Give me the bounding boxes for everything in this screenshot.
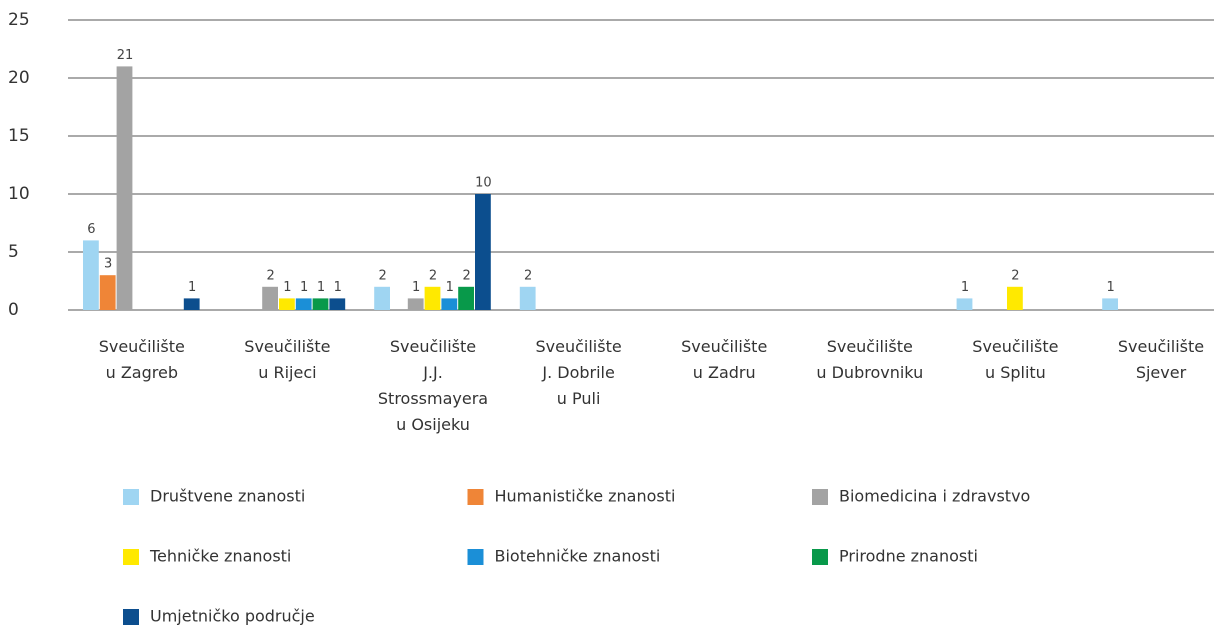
bar	[1102, 298, 1118, 310]
x-tick-line: u Zadru	[693, 363, 756, 382]
value-label: 1	[1106, 280, 1114, 295]
x-tick-line: Sveučilište	[681, 337, 767, 356]
legend-label: Tehničke znanosti	[149, 547, 291, 566]
x-tick-line: J.J.	[422, 363, 443, 382]
x-tick-line: u Rijeci	[258, 363, 316, 382]
bar	[116, 66, 133, 311]
x-tick-line: Sveučilište	[99, 337, 185, 356]
legend-label: Biotehničke znanosti	[495, 547, 661, 566]
x-tick-label: Sveučilište u Zadru	[681, 337, 767, 382]
value-label: 6	[87, 222, 95, 237]
x-tick-line: u Dubrovniku	[816, 363, 923, 382]
value-label: 1	[446, 280, 454, 295]
bar	[295, 298, 312, 310]
bar	[458, 286, 474, 310]
value-label: 2	[266, 268, 274, 283]
x-tick-label: Sveučilište J. Dobrile u Puli	[535, 337, 621, 408]
value-label: 3	[104, 257, 112, 272]
bar	[183, 298, 200, 310]
x-tick-label: Sveučilište u Splitu	[972, 337, 1058, 382]
value-label: 1	[283, 280, 291, 295]
y-tick-label: 5	[8, 242, 19, 262]
value-label: 1	[961, 280, 969, 295]
x-tick-line: Sveučilište	[972, 337, 1058, 356]
value-label: 2	[429, 268, 437, 283]
x-tick-line: Sveučilište	[827, 337, 913, 356]
value-label: 1	[412, 280, 420, 295]
bar	[279, 298, 295, 310]
y-tick-label: 10	[8, 184, 30, 204]
x-tick-label: Sveučilište u Rijeci	[244, 337, 330, 382]
x-tick-label: Sveučilište Sjever	[1118, 337, 1204, 382]
bar	[407, 298, 424, 310]
value-label: 2	[524, 268, 532, 283]
legend-swatch	[123, 489, 139, 505]
value-label: 10	[475, 176, 492, 191]
y-tick-label: 15	[8, 126, 30, 146]
value-label: 2	[378, 268, 386, 283]
legend-label: Prirodne znanosti	[839, 547, 978, 566]
x-tick-label: Sveučilište u Zagreb	[99, 337, 185, 382]
x-tick-line: Sveučilište	[390, 337, 476, 356]
y-tick-label: 25	[8, 10, 30, 30]
legend-label: Umjetničko područje	[150, 607, 315, 626]
x-tick-line: Sveučilište	[244, 337, 330, 356]
value-label: 1	[300, 280, 308, 295]
bar	[519, 286, 536, 310]
x-tick-line: Sveučilište	[1118, 337, 1204, 356]
legend-swatch	[467, 549, 484, 565]
legend-swatch	[467, 489, 484, 505]
bar	[329, 298, 346, 310]
y-tick-label: 20	[8, 68, 30, 88]
x-tick-label: Sveučilište J.J. Strossmayera u Osijeku	[378, 337, 488, 434]
legend-label: Društvene znanosti	[150, 487, 305, 506]
y-tick-label: 0	[8, 300, 19, 320]
value-label: 2	[462, 268, 470, 283]
legend-swatch	[123, 549, 139, 565]
value-label: 1	[317, 280, 325, 295]
bar	[99, 275, 116, 310]
x-tick-line: Sjever	[1136, 363, 1187, 382]
bar	[83, 240, 99, 310]
legend-swatch	[812, 549, 828, 565]
x-tick-line: u Osijeku	[396, 415, 470, 434]
bar	[262, 286, 278, 310]
x-tick-line: u Puli	[557, 389, 601, 408]
x-tick-line: u Splitu	[985, 363, 1046, 382]
value-label: 21	[117, 48, 134, 63]
legend-label: Biomedicina i zdravstvo	[839, 487, 1030, 506]
x-tick-label: Sveučilište u Dubrovniku	[816, 337, 923, 382]
bar	[956, 298, 973, 310]
bar	[424, 286, 441, 310]
x-tick-line: u Zagreb	[106, 363, 178, 382]
legend-swatch	[123, 609, 139, 625]
bar	[1007, 286, 1023, 310]
x-tick-line: J. Dobrile	[541, 363, 614, 382]
bar	[374, 286, 390, 310]
bar	[475, 194, 491, 310]
legend-swatch	[812, 489, 828, 505]
legend-label: Humanističke znanosti	[495, 487, 676, 506]
value-label: 1	[334, 280, 342, 295]
value-label: 2	[1011, 268, 1019, 283]
value-label: 1	[188, 280, 196, 295]
x-tick-line: Strossmayera	[378, 389, 488, 408]
bar	[441, 298, 458, 310]
bar	[312, 298, 329, 310]
x-tick-line: Sveučilište	[535, 337, 621, 356]
